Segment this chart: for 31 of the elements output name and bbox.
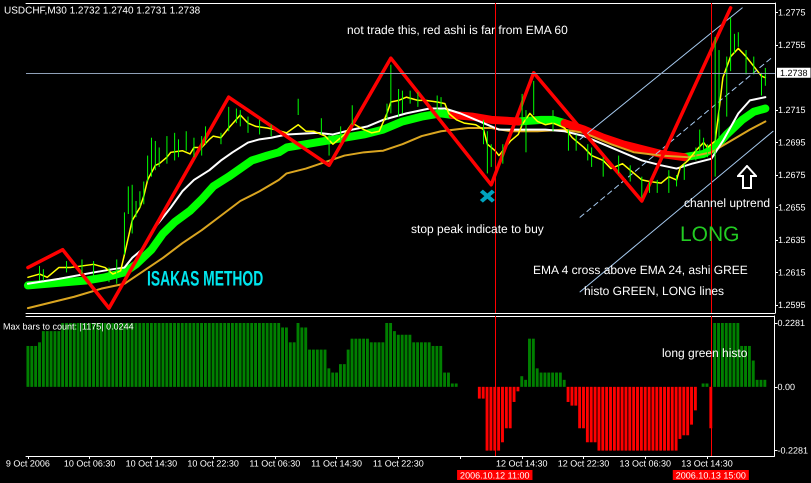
annotation: not trade this, red ashi is far from EMA 60	[347, 23, 568, 37]
y-tick-label: 0.2281	[777, 318, 806, 328]
ref-line-label: 1.2738	[780, 68, 808, 78]
y-tick-label: -0.2281	[777, 446, 808, 456]
y-tick-label: 1.2635	[778, 234, 806, 245]
y-tick-label: 1.2755	[778, 40, 806, 50]
ref-line-label: 2006.10.12 11:00	[460, 470, 530, 480]
x-tick-label: 12 Oct 14:30	[496, 458, 548, 468]
annotation: EMA 4 cross above EMA 24, ashi GREE	[533, 263, 748, 277]
y-tick-label: 1.2615	[778, 267, 806, 278]
x-tick-label: 10 Oct 22:30	[187, 458, 239, 468]
x-tick-label: 11 Oct 06:30	[249, 458, 300, 468]
ref-line-label: 2006.10.13 15:00	[676, 470, 746, 480]
x-tick-label: 12 Oct 22:30	[558, 458, 610, 468]
chart-title: USDCHF,M30 1.2732 1.2740 1.2731 1.2738	[4, 6, 201, 16]
y-tick-label: 0.00	[777, 382, 796, 392]
text: Max bars to count: |1175| 0.0244	[3, 322, 134, 332]
y-tick-label: 1.2775	[778, 8, 806, 18]
y-tick-label: 1.2715	[778, 105, 806, 116]
x-tick-label: 11 Oct 14:30	[311, 458, 362, 468]
x-tick-label: 10 Oct 06:30	[64, 458, 116, 468]
x-tick-label: 11 Oct 22:30	[372, 458, 424, 468]
annotation: ISAKAS METHOD	[147, 266, 264, 290]
x-tick-label: 9 Oct 2006	[6, 458, 50, 468]
y-tick-label: 1.2695	[778, 138, 806, 148]
y-tick-label: 1.2655	[778, 202, 806, 213]
y-tick-label: 1.2595	[778, 300, 806, 310]
x-tick-label: 13 Oct 06:30	[619, 458, 671, 468]
y-tick-label: 1.2675	[778, 170, 806, 180]
x-tick-label: 10 Oct 14:30	[126, 458, 178, 468]
x-tick-label: 13 Oct 14:30	[681, 458, 733, 468]
